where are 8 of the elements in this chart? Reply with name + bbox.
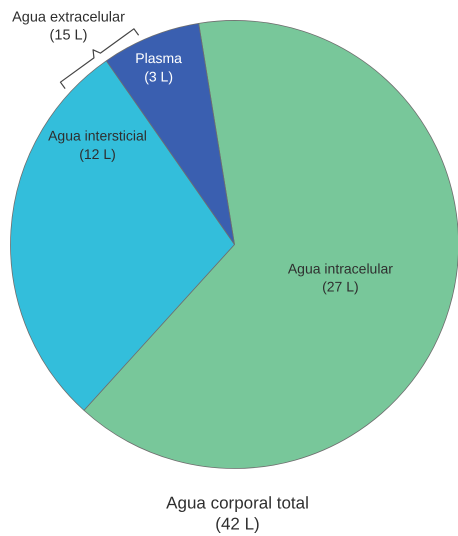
slice-label: Plasma <box>135 50 182 66</box>
slice-label: Agua intracelular <box>288 260 394 276</box>
data-label: (12 L) <box>79 146 116 162</box>
data-label: (27 L) <box>322 278 359 295</box>
data-label: (3 L) <box>144 68 174 85</box>
text: Agua corporal total (42 L) <box>166 494 309 534</box>
slice-label: Agua intersticial <box>48 127 147 144</box>
text: Agua extracelular (15 L) <box>12 9 126 44</box>
